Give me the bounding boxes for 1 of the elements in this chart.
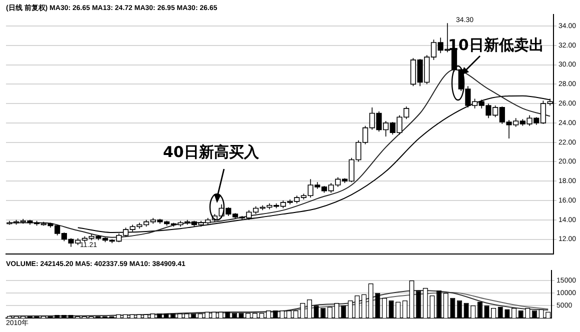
annotation: 40日新高买入 <box>163 143 259 162</box>
